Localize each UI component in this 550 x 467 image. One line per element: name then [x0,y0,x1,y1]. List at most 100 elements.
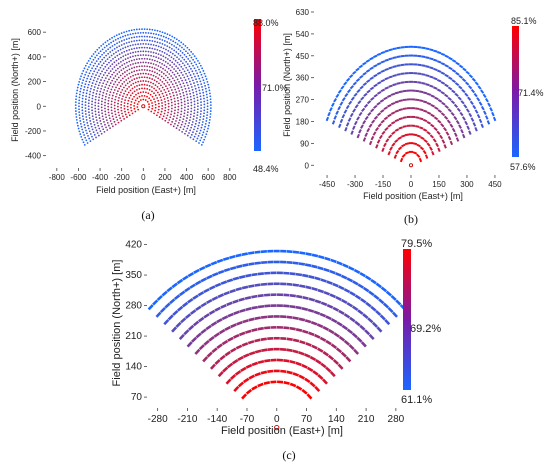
panel-c-heliostat-point [316,347,324,353]
panel-b-heliostat-point [464,120,469,126]
panel-b-heliostat-point [413,54,418,57]
panel-b-heliostat-point [404,80,409,84]
panel-c-heliostat-point [286,260,293,265]
panel-a-heliostat-point [198,121,201,124]
panel-b-heliostat-point [426,92,432,96]
panel-b-heliostat-point [436,69,442,73]
panel-a-heliostat-point [183,97,186,100]
panel-c-heliostat-point [219,354,226,361]
panel-a-heliostat-point [187,58,190,60]
panel-c-heliostat-point [314,276,321,281]
panel-a-heliostat-point [120,103,123,106]
panel-a-heliostat-point [208,89,211,92]
panel-a-heliostat-point [195,78,197,81]
panel-a-heliostat-point [189,83,192,86]
panel-a-heliostat-point [160,90,162,93]
panel-a-heliostat-point [144,99,147,101]
panel-a-heliostat-point [99,66,102,69]
panel-a-heliostat-point [209,116,212,118]
panel-a-heliostat-point [175,127,178,130]
panel-a-heliostat-point [109,65,112,68]
panel-a-heliostat-point [80,136,83,138]
panel-c-heliostat-point [251,328,258,332]
panel-a-heliostat-point [206,80,209,83]
panel-c-heliostat-point [391,311,398,318]
panel-b-heliostat-point [353,120,358,126]
panel-a-heliostat-point [93,133,96,136]
panel-a-heliostat-point [94,50,97,53]
panel-c-heliostat-point [305,342,312,347]
panel-a-heliostat-point [168,42,171,45]
panel-a-heliostat-point [143,39,146,42]
panel-a-heliostat-point [160,54,162,57]
panel-c-heliostat-point [192,294,199,300]
panel-a-heliostat-point [89,140,92,143]
panel-a-heliostat-point [175,65,178,68]
panel-a-heliostat-point [209,110,212,112]
panel-a-heliostat-point [158,93,161,96]
panel-a-heliostat-point [91,72,94,75]
panel-a-heliostat-point [183,115,185,118]
panel-b-heliostat-point [356,133,360,139]
panel-a-heliostat-point [207,86,210,89]
panel-a-heliostat-point [185,72,187,75]
panel-a-heliostat-point [134,43,137,46]
panel-a-heliostat-point [100,87,103,90]
panel-a-heliostat-point [80,75,82,78]
panel-b-heliostat-point [460,129,464,134]
panel-c-heliostat-point [286,282,293,286]
panel-c-heliostat-point [292,283,300,287]
panel-a-heliostat-point [96,90,98,92]
panel-c-heliostat-point [337,363,344,370]
panel-a-xtick-label: 400 [180,173,194,182]
panel-a-heliostat-point [92,79,95,82]
panel-b-heliostat-point [369,76,374,81]
panel-a-heliostat-point [122,47,124,50]
panel-c-heliostat-point [368,290,375,297]
panel-b-heliostat-point [458,74,463,79]
panel-b-heliostat-point [364,115,369,121]
panel-a-heliostat-point [158,116,161,118]
panel-b-heliostat-point [453,132,458,137]
panel-b-heliostat-point [462,133,466,139]
panel-a-heliostat-point [151,47,154,50]
panel-a-heliostat-point [185,60,188,63]
panel-b-heliostat-point [429,134,435,139]
panel-a-heliostat-point [151,107,154,110]
panel-a-colorbar-mid-label: 71.0% [262,83,288,93]
panel-c-heliostat-point [280,369,287,373]
panel-a-heliostat-point [170,98,173,101]
panel-a-heliostat-point [111,97,114,100]
panel-c-heliostat-point [223,267,231,273]
panel-a-heliostat-point [170,107,173,110]
panel-a-heliostat-point [94,113,97,116]
panel-b-heliostat-point [353,92,358,97]
panel-b-heliostat-point [404,54,409,57]
panel-a-heliostat-point [101,125,104,128]
panel-c-heliostat-point [234,370,242,376]
panel-a-heliostat-point [177,111,179,114]
panel-a-heliostat-point [135,58,138,61]
panel-c-heliostat-point [295,328,303,332]
panel-a-heliostat-point [181,121,184,123]
panel-a-heliostat-point [165,117,168,120]
panel-a-heliostat-point [156,37,159,40]
panel-a-heliostat-point [103,51,105,54]
panel-a-heliostat-point [86,121,89,124]
panel-a-heliostat-point [191,70,194,73]
panel-a-heliostat-point [126,93,129,96]
panel-a-heliostat-point [91,67,93,70]
panel-c-marks [147,249,406,431]
panel-c-heliostat-point [248,374,256,380]
panel-c-heliostat-point [283,293,290,297]
panel-a-heliostat-point [126,74,128,76]
panel-c-ytick-label: 210 [125,331,142,342]
panel-a-heliostat-point [130,109,133,112]
panel-a-heliostat-point [175,120,177,122]
panel-a-heliostat-point [86,77,89,80]
panel-c: -280 -210 -140 -70 0 70 140 210 280 701402102803… [111,238,441,462]
panel-a-heliostat-point [133,66,136,69]
panel-c-heliostat-point [315,359,322,365]
panel-a-heliostat-point [179,54,182,57]
panel-a-heliostat-point [81,109,84,112]
